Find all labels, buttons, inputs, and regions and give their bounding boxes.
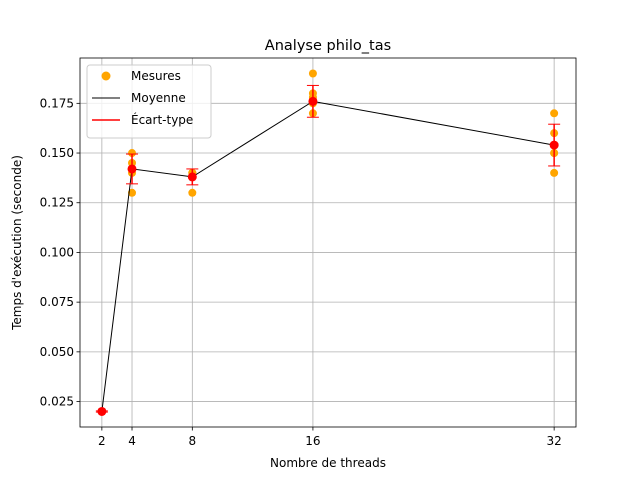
y-tick-label: 0.025 [40,395,74,409]
measure-point [128,149,137,158]
x-tick-label: 16 [305,434,320,448]
x-tick-label: 32 [546,434,561,448]
legend-label-measures: Mesures [131,69,181,83]
y-axis-label: Temps d'exécution (seconde) [10,155,24,331]
legend-marker-measures [101,71,111,81]
measure-point [550,168,559,177]
y-axis-ticks: 0.025 0.050 0.075 0.100 0.125 0.150 0.175 [40,96,80,409]
mean-point [97,406,107,416]
x-axis-ticks: 2 4 8 16 32 [98,427,562,448]
x-tick-label: 4 [128,434,136,448]
plot-frame [79,57,577,428]
x-tick-label: 2 [98,434,106,448]
measure-point [308,69,317,78]
legend-label-errorbar: Écart-type [131,112,193,127]
mean-point [127,164,137,174]
x-tick-label: 8 [188,434,196,448]
y-tick-label: 0.125 [40,196,74,210]
mean-point [549,140,559,150]
mean-point [187,172,197,182]
y-tick-label: 0.050 [40,345,74,359]
measure-point [550,109,559,118]
legend: Mesures Moyenne Écart-type [86,64,212,139]
y-tick-label: 0.100 [40,245,74,259]
plot-content [95,69,561,416]
measure-point [188,188,197,197]
mean-point [308,96,318,106]
legend-label-mean: Moyenne [131,91,186,105]
x-axis-label: Nombre de threads [270,456,386,470]
chart-title: Analyse philo_tas [265,38,391,54]
y-tick-label: 0.175 [40,96,74,110]
y-tick-label: 0.075 [40,295,74,309]
y-tick-label: 0.150 [40,146,74,160]
measure-point [128,188,137,197]
